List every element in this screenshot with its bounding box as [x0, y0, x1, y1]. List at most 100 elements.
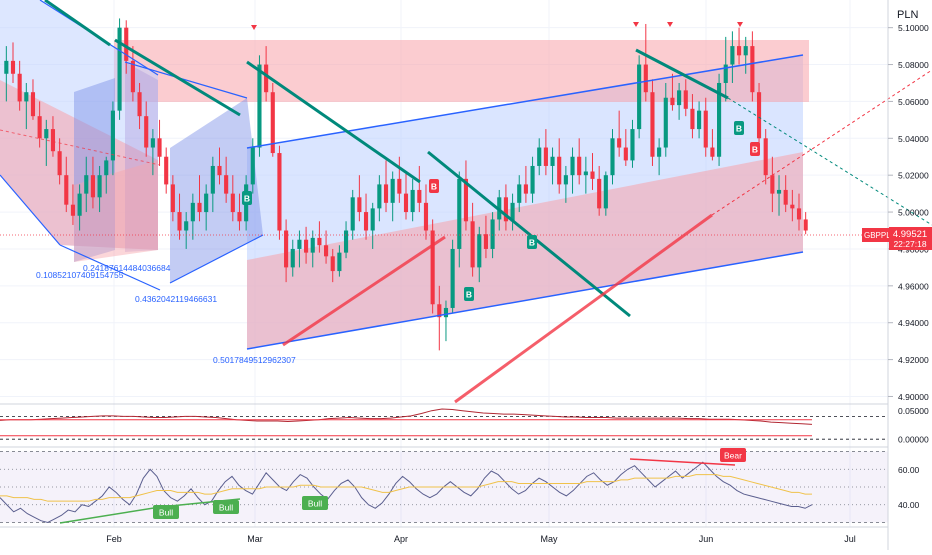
fib-level-label: 0.5017849512962307: [213, 355, 296, 365]
channel-lower-line[interactable]: [246, 251, 804, 350]
candle-body: [383, 184, 389, 203]
candle-body: [250, 147, 255, 185]
buy-signal-box: [242, 191, 252, 205]
candle: [743, 36, 748, 74]
candle-body: [357, 197, 362, 213]
candle: [537, 138, 542, 176]
sell-arrow-marker[interactable]: [737, 22, 743, 27]
candle: [343, 221, 349, 259]
candle: [164, 147, 169, 194]
candle: [277, 145, 282, 240]
candle: [284, 219, 289, 283]
red-trendline-1[interactable]: [282, 235, 446, 347]
candle-body: [397, 178, 402, 194]
green-dashed-extension[interactable]: [727, 97, 932, 226]
currency-label: PLN: [897, 9, 918, 21]
candle-body: [290, 248, 295, 268]
price-tick-label: 4.92000: [898, 355, 929, 365]
candle: [763, 129, 768, 185]
candle-body: [44, 129, 49, 139]
price-tick-label: 5.08000: [898, 60, 929, 70]
candle: [430, 219, 435, 314]
signal-label-text: Bull: [159, 508, 173, 518]
red-trendline-2[interactable]: [454, 213, 713, 404]
candle-body: [164, 156, 169, 185]
candle-body: [770, 175, 775, 194]
bull-signal-label[interactable]: Bull: [153, 505, 179, 519]
buy-signal-marker[interactable]: B: [429, 179, 439, 193]
candle: [70, 184, 76, 225]
sell-arrow-marker[interactable]: [251, 25, 257, 30]
candle-body: [730, 46, 735, 65]
candle: [717, 73, 722, 166]
bull-signal-label[interactable]: Bull: [213, 500, 239, 514]
candle-body: [790, 204, 795, 209]
time-tick-label: Apr: [394, 534, 408, 544]
green-trendline-3[interactable]: [246, 60, 421, 184]
candle-body: [410, 189, 415, 213]
green-trendline-4[interactable]: [427, 150, 631, 318]
candle-body: [403, 193, 409, 213]
signal-label-box: [213, 500, 239, 514]
signal-label-text: Bull: [219, 503, 233, 513]
candle: [24, 82, 29, 130]
bear-signal-label[interactable]: Bear: [720, 448, 746, 462]
candle-body: [697, 110, 702, 130]
bear-divergence-line[interactable]: [629, 458, 736, 466]
buy-signal-marker[interactable]: B: [750, 142, 760, 156]
candle: [637, 55, 642, 139]
candle: [730, 31, 735, 83]
time-axis[interactable]: Feb Mar Apr May Jun Jul: [106, 534, 856, 544]
candle-body: [763, 138, 768, 176]
green-trendline-2[interactable]: [114, 38, 241, 117]
candle: [410, 178, 415, 222]
buy-signal-marker[interactable]: B: [527, 235, 537, 249]
candle-body: [64, 175, 69, 205]
sell-arrow-marker[interactable]: [667, 22, 673, 27]
green-trendline-5[interactable]: [635, 48, 729, 100]
buy-signal-marker[interactable]: B: [464, 287, 474, 301]
red-dashed-extension[interactable]: [711, 69, 932, 216]
desc-channel-bottom[interactable]: [0, 174, 61, 246]
signal-label-text: Bear: [724, 451, 742, 461]
bull-signal-label[interactable]: Bull: [302, 496, 328, 510]
candle: [790, 189, 795, 222]
fib-line-1[interactable]: [59, 244, 161, 291]
candle-body: [510, 202, 515, 222]
signal-label-box: [720, 448, 746, 462]
candle: [4, 46, 9, 102]
candle-body: [24, 92, 29, 102]
vol-tick-label: 0.05000: [898, 406, 929, 416]
candle-body: [523, 184, 528, 194]
candle-body: [50, 129, 56, 152]
flag-line-top[interactable]: [124, 61, 248, 99]
candle-body: [610, 138, 615, 176]
candle: [470, 202, 475, 277]
channel-upper-line[interactable]: [246, 54, 804, 149]
sell-arrow-marker[interactable]: [633, 22, 639, 27]
flag-line-bottom[interactable]: [169, 234, 264, 284]
candle-body: [663, 97, 668, 148]
candle: [224, 156, 229, 203]
candle-body: [377, 184, 382, 209]
candle-body: [623, 147, 628, 161]
candle: [583, 156, 588, 194]
bull-divergence-line[interactable]: [59, 506, 161, 524]
candle-body: [70, 204, 76, 216]
candle-body: [583, 171, 588, 176]
candle-body: [530, 165, 535, 194]
buy-signal-label: B: [529, 238, 535, 248]
last-price-value: 4.99521: [893, 229, 927, 240]
candle: [683, 79, 688, 117]
last-price-badge: [889, 227, 932, 250]
flag-box-1: [74, 78, 115, 262]
rsi-series-line: [0, 474, 812, 502]
candle: [177, 193, 182, 240]
buy-signal-marker[interactable]: B: [734, 121, 744, 135]
candle-body: [177, 212, 182, 231]
buy-signal-marker[interactable]: B: [242, 191, 252, 205]
candle-body: [630, 129, 635, 161]
green-trendline-1[interactable]: [44, 0, 111, 47]
candle: [144, 101, 149, 157]
